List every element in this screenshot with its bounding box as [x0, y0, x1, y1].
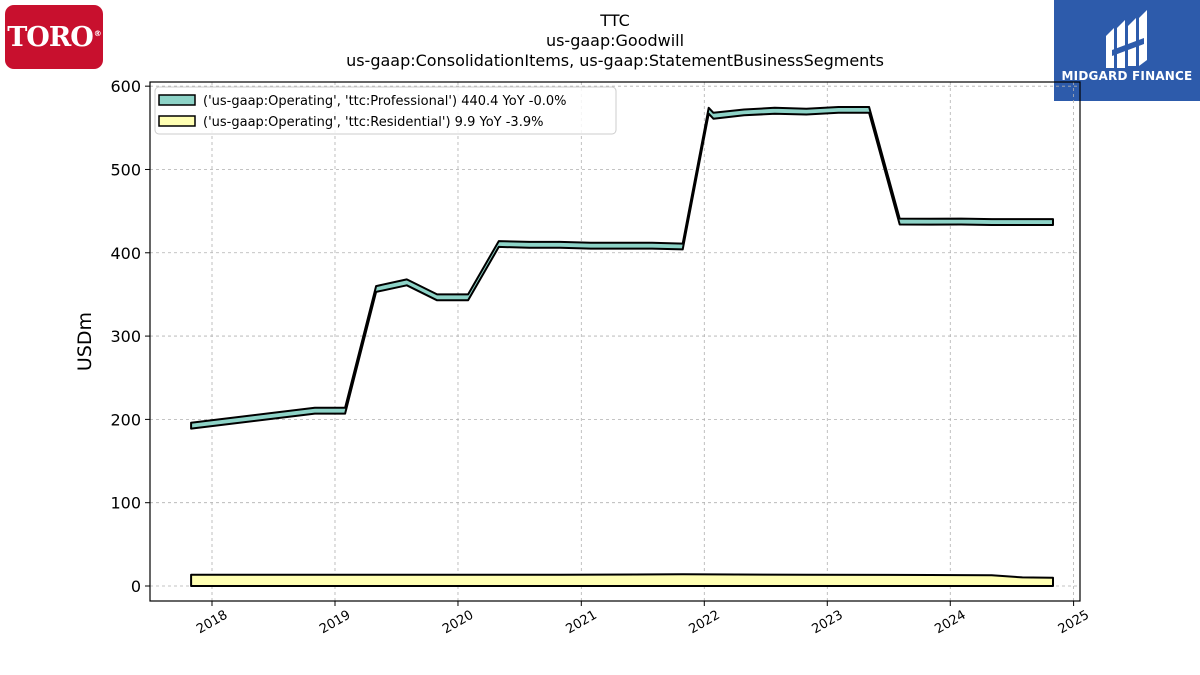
y-tick-label: 400 — [110, 244, 141, 263]
legend-swatch-1 — [158, 94, 196, 106]
y-axis-label: USDm — [74, 312, 96, 371]
x-axis: 2018 2019 2020 2021 2022 2023 2024 2025 — [194, 601, 1092, 637]
series-area — [190, 106, 1054, 587]
toro-logo: TORO® — [5, 5, 103, 69]
chart-title-line-3: us-gaap:ConsolidationItems, us-gaap:Stat… — [346, 51, 884, 70]
series-1-band — [190, 106, 1054, 430]
x-tick-label: 2019 — [317, 608, 353, 638]
midgard-finance-logo: MIDGARD FINANCE — [1054, 0, 1200, 101]
toro-logo-text: TORO® — [7, 21, 102, 53]
legend-label-1: ('us-gaap:Operating', 'ttc:Professional'… — [203, 94, 567, 109]
plot-frame — [149, 81, 1081, 602]
chart-title-line-2: us-gaap:Goodwill — [546, 31, 684, 50]
x-tick-label: 2024 — [932, 608, 968, 638]
y-tick-label: 500 — [110, 160, 141, 179]
y-tick-label: 100 — [110, 494, 141, 513]
x-tick-label: 2023 — [809, 608, 845, 638]
midgard-emblem-icon — [1106, 10, 1147, 68]
x-tick-label: 2020 — [440, 608, 476, 638]
y-tick-label: 200 — [110, 410, 141, 429]
legend-label-2: ('us-gaap:Operating', 'ttc:Residential')… — [203, 115, 543, 130]
legend-swatch-2 — [158, 115, 196, 127]
chart-title-line-1: TTC — [599, 11, 630, 30]
grid — [150, 82, 1080, 601]
y-tick-label: 0 — [131, 577, 141, 596]
chart-title: TTCus-gaap:Goodwillus-gaap:Consolidation… — [346, 11, 884, 70]
x-tick-label: 2018 — [194, 608, 230, 638]
y-axis: 0 100 200 300 400 500 600 — [110, 77, 150, 596]
x-tick-label: 2022 — [686, 608, 722, 638]
legend: ('us-gaap:Operating', 'ttc:Professional'… — [154, 86, 617, 135]
series-2-band — [190, 573, 1054, 587]
x-tick-label: 2025 — [1056, 608, 1092, 638]
x-tick-label: 2021 — [563, 608, 599, 638]
y-tick-label: 300 — [110, 327, 141, 346]
legend-box — [154, 86, 617, 135]
midgard-logo-text: MIDGARD FINANCE — [1061, 69, 1193, 83]
y-tick-label: 600 — [110, 77, 141, 96]
